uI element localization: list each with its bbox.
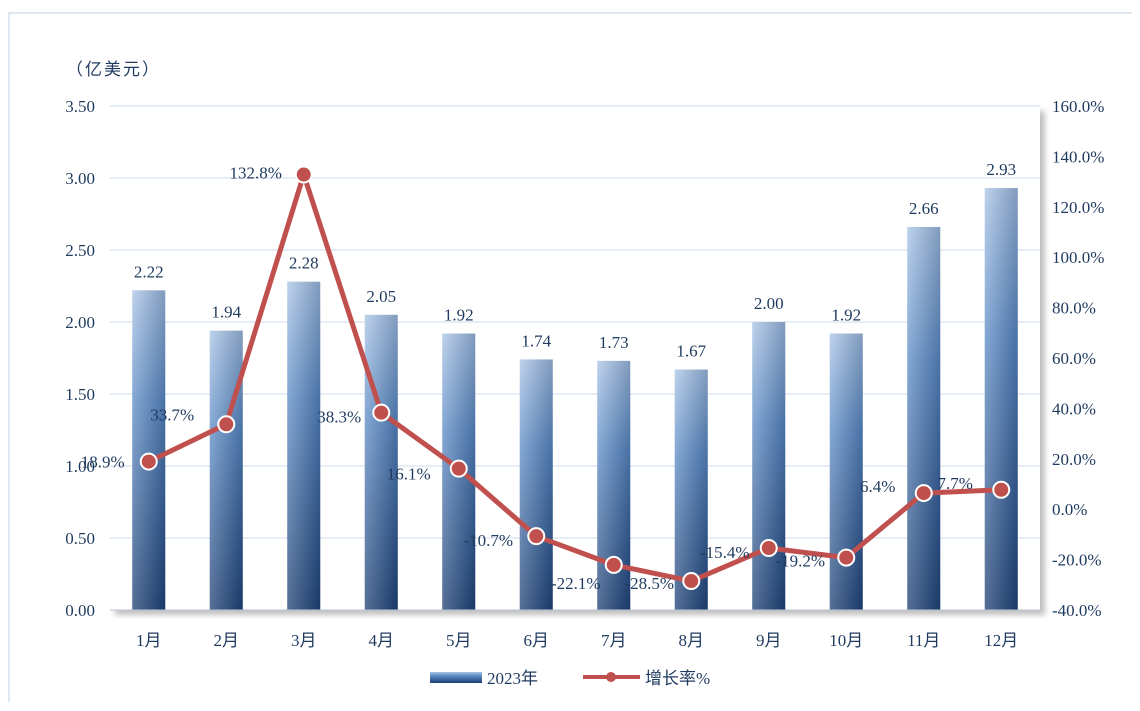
x-tick-label: 3月 (291, 631, 317, 650)
x-tick-label: 9月 (756, 631, 782, 650)
left-tick-label: 2.50 (65, 241, 95, 260)
growth-rate-label: 33.7% (150, 405, 194, 424)
right-tick-label: 80.0% (1052, 299, 1096, 318)
growth-rate-label: -19.2% (775, 552, 825, 571)
growth-rate-label: -15.4% (700, 543, 750, 562)
growth-rate-point (914, 484, 933, 503)
growth-rate-label: 18.9% (81, 453, 125, 472)
right-tick-label: 40.0% (1052, 399, 1096, 418)
legend-swatch-marker (606, 672, 616, 682)
growth-rate-line (146, 172, 1004, 584)
legend-swatch-bar (430, 672, 482, 683)
bar-value-label: 1.92 (831, 306, 861, 325)
bar-value-label: 1.67 (676, 342, 706, 361)
growth-rate-point (759, 539, 778, 558)
bar-value-label: 1.94 (211, 303, 241, 322)
growth-rate-label: 38.3% (317, 408, 361, 427)
right-tick-label: 60.0% (1052, 349, 1096, 368)
growth-rate-point (217, 415, 236, 434)
bar-value-label: 2.66 (909, 199, 939, 218)
x-tick-label: 5月 (446, 631, 472, 650)
growth-rate-point (527, 527, 546, 546)
bar-shading (519, 359, 553, 610)
legend-label-line: 增长率% (645, 669, 710, 688)
right-tick-label: 100.0% (1052, 248, 1104, 267)
x-tick-label: 10月 (829, 631, 863, 650)
growth-rate-label: -28.5% (624, 574, 674, 593)
left-axis-unit: （亿美元） (66, 60, 161, 79)
left-tick-label: 0.00 (65, 601, 95, 620)
growth-rate-labels: 18.9% 33.7% 132.8% 38.3% 16.1% -10.7% -22.1% -2… (81, 164, 973, 593)
growth-rate-label: 16.1% (387, 465, 431, 484)
growth-rate-point (449, 459, 468, 478)
growth-rate-point (682, 572, 701, 591)
growth-rate-label: 132.8% (230, 164, 282, 183)
left-tick-label: 3.00 (65, 169, 95, 188)
bar-value-label: 2.93 (986, 160, 1016, 179)
bar-value-label: 2.28 (289, 254, 319, 273)
left-tick-label: 3.50 (65, 97, 95, 116)
bar-value-label: 2.22 (134, 262, 164, 281)
x-tick-label: 12月 (984, 631, 1018, 650)
left-tick-label: 2.00 (65, 313, 95, 332)
x-axis-labels: 1月 2月 3月 4月 5月 6月 7月 8月 9月 10月 11月 12月 (136, 631, 1018, 650)
right-tick-label: 120.0% (1052, 198, 1104, 217)
growth-rate-point (372, 403, 391, 422)
growth-rate-point (604, 555, 623, 574)
growth-rate-point (837, 548, 856, 567)
gridlines (110, 105, 1040, 539)
x-tick-label: 2月 (214, 631, 240, 650)
left-tick-label: 0.50 (65, 529, 95, 548)
right-tick-label: 160.0% (1052, 97, 1104, 116)
bar-shading (984, 188, 1018, 610)
right-tick-label: 0.0% (1052, 500, 1087, 519)
bar-value-labels: 2.22 1.94 2.28 2.05 1.92 1.74 1.73 1.67 2.00 1.92… (134, 160, 1016, 360)
x-tick-label: 8月 (679, 631, 705, 650)
left-axis-ticks: 0.00 0.50 1.00 1.50 2.00 2.50 3.00 3.50 (65, 97, 95, 620)
bar-shading (752, 322, 786, 610)
line-series (139, 165, 1011, 591)
bar-value-label: 2.05 (366, 287, 396, 306)
right-axis-ticks: -40.0% -20.0% 0.0% 20.0% 40.0% 60.0% 80.0% 100.… (1052, 97, 1104, 620)
right-tick-label: -20.0% (1052, 551, 1102, 570)
bar-value-label: 2.00 (754, 294, 784, 313)
x-tick-label: 11月 (907, 631, 940, 650)
growth-rate-label: -22.1% (551, 574, 601, 593)
bar-shading (209, 330, 243, 610)
left-tick-label: 1.50 (65, 385, 95, 404)
x-tick-label: 7月 (601, 631, 627, 650)
bar-shading (907, 226, 941, 610)
bar-value-label: 1.73 (599, 333, 629, 352)
right-tick-label: 140.0% (1052, 147, 1104, 166)
bar-series (132, 188, 1018, 610)
right-tick-label: 20.0% (1052, 450, 1096, 469)
bar-shading (132, 290, 166, 610)
x-tick-label: 6月 (524, 631, 550, 650)
left-tick-label: 1.00 (65, 457, 95, 476)
right-tick-label: -40.0% (1052, 601, 1102, 620)
bar-shading (829, 333, 863, 610)
legend: 2023年 增长率% (430, 669, 710, 688)
bar-shading (674, 369, 708, 610)
growth-rate-point (992, 480, 1011, 499)
growth-rate-point (294, 165, 313, 184)
legend-label-bar: 2023年 (487, 669, 538, 688)
x-tick-label: 4月 (369, 631, 395, 650)
bar-value-label: 1.74 (521, 331, 551, 350)
bar-shading (287, 281, 321, 610)
bar-shading (364, 314, 398, 610)
growth-rate-point (139, 452, 158, 471)
chart-frame (8, 12, 1132, 702)
bar-value-label: 1.92 (444, 306, 474, 325)
x-tick-label: 1月 (136, 631, 162, 650)
growth-rate-label: -10.7% (463, 531, 513, 550)
growth-rate-label: 7.7% (938, 474, 973, 493)
growth-rate-label: 6.4% (860, 477, 895, 496)
